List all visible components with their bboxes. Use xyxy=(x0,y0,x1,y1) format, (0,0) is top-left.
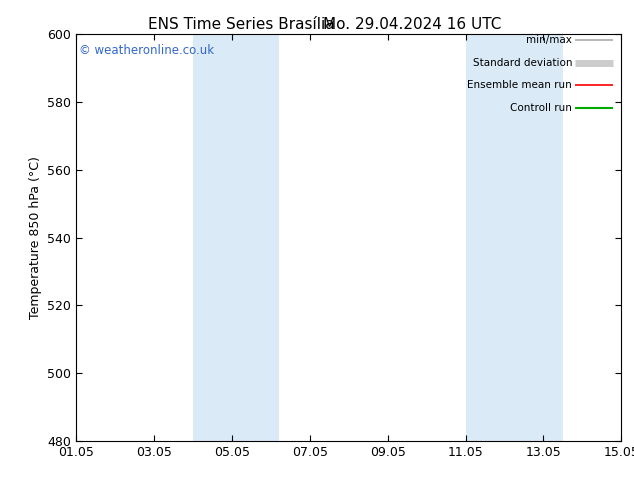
Y-axis label: Temperature 850 hPa (°C): Temperature 850 hPa (°C) xyxy=(29,156,42,319)
Text: Controll run: Controll run xyxy=(510,102,573,113)
Text: © weatheronline.co.uk: © weatheronline.co.uk xyxy=(79,45,214,57)
Bar xyxy=(465,34,563,441)
Bar xyxy=(193,34,278,441)
Text: Mo. 29.04.2024 16 UTC: Mo. 29.04.2024 16 UTC xyxy=(323,17,501,32)
Text: min/max: min/max xyxy=(526,35,573,46)
Text: ENS Time Series Brasília: ENS Time Series Brasília xyxy=(148,17,334,32)
Text: Standard deviation: Standard deviation xyxy=(473,58,573,68)
Text: Ensemble mean run: Ensemble mean run xyxy=(467,80,573,90)
